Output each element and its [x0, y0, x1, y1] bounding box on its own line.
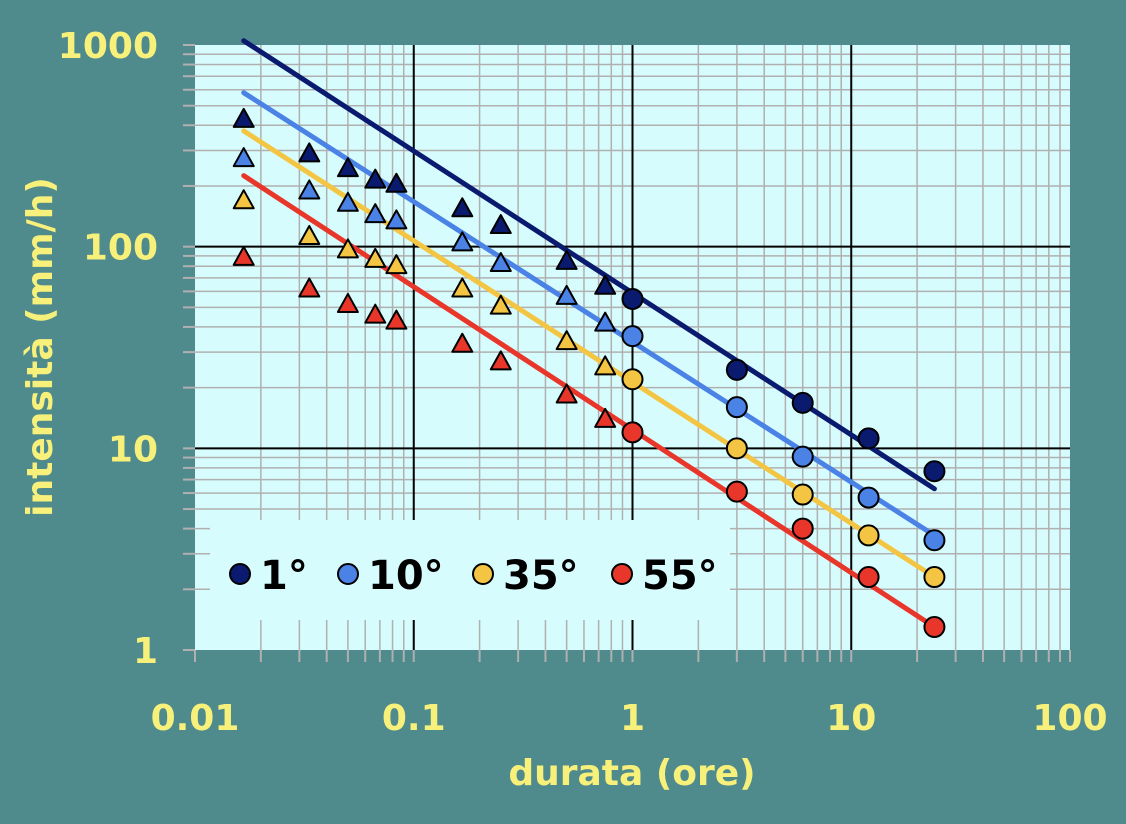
circle-point — [621, 288, 644, 311]
circle-point — [857, 524, 880, 547]
triangle-point — [298, 277, 321, 298]
circle-point — [857, 486, 880, 509]
circle-point — [923, 529, 946, 552]
triangle-point — [298, 224, 321, 245]
circle-point — [725, 358, 748, 381]
circle-point — [621, 368, 644, 391]
circle-point — [791, 445, 814, 468]
y-tick-label: 100 — [83, 228, 158, 269]
triangle-point — [489, 214, 512, 235]
legend-background — [210, 520, 730, 620]
triangle-point — [232, 189, 255, 210]
triangle-point — [385, 254, 408, 275]
triangle-point — [336, 238, 359, 259]
fit-line — [241, 38, 937, 492]
circle-point — [725, 480, 748, 503]
triangle-point — [385, 209, 408, 230]
fit-line — [241, 128, 937, 580]
x-tick-label: 0.1 — [382, 698, 446, 739]
x-tick-label: 1 — [620, 698, 645, 739]
legend-marker — [229, 563, 251, 585]
triangle-point — [489, 294, 512, 315]
data-markers — [232, 107, 946, 639]
axis-ticks: 0.01 0.1 1 10 100 1 10 100 1000 — [58, 26, 1108, 739]
triangle-point — [336, 191, 359, 212]
fit-lines — [241, 38, 937, 630]
legend-label: 35° — [503, 553, 579, 599]
triangle-point — [594, 355, 617, 376]
triangle-point — [451, 332, 474, 353]
triangle-point — [364, 168, 387, 189]
triangle-point — [489, 350, 512, 371]
legend: 1° 10° 35° 55° — [210, 520, 730, 620]
circle-point — [791, 483, 814, 506]
triangle-point — [594, 311, 617, 332]
triangle-point — [232, 245, 255, 266]
circle-point — [725, 437, 748, 460]
y-axis-title: intensità (mm/h) — [20, 177, 61, 517]
circle-point — [791, 517, 814, 540]
triangle-point — [385, 172, 408, 193]
x-tick-label: 0.01 — [151, 698, 240, 739]
triangle-point — [298, 179, 321, 200]
circle-point — [791, 391, 814, 414]
triangle-point — [364, 203, 387, 224]
y-tick-label: 1 — [133, 631, 158, 672]
x-tick-label: 10 — [826, 698, 876, 739]
triangle-point — [555, 330, 578, 351]
triangle-point — [451, 277, 474, 298]
legend-label: 10° — [368, 553, 444, 599]
triangle-point — [451, 231, 474, 252]
legend-marker — [472, 563, 494, 585]
triangle-point — [555, 284, 578, 305]
triangle-point — [555, 249, 578, 270]
triangle-point — [594, 274, 617, 295]
legend-label: 1° — [260, 553, 308, 599]
circle-point — [923, 566, 946, 589]
triangle-point — [555, 383, 578, 404]
fit-line — [241, 90, 937, 538]
y-tick-label: 10 — [108, 429, 158, 470]
circle-point — [621, 421, 644, 444]
triangle-point — [232, 147, 255, 168]
x-axis-title: durata (ore) — [508, 753, 755, 794]
circle-point — [857, 427, 880, 450]
fit-line — [241, 173, 937, 630]
triangle-point — [385, 309, 408, 330]
triangle-point — [364, 303, 387, 324]
legend-marker — [611, 563, 633, 585]
y-tick-label: 1000 — [58, 26, 158, 67]
triangle-point — [451, 197, 474, 218]
circle-point — [725, 396, 748, 419]
circle-point — [923, 460, 946, 483]
legend-label: 55° — [642, 553, 718, 599]
circle-point — [923, 616, 946, 639]
circle-point — [621, 325, 644, 348]
circle-point — [857, 566, 880, 589]
triangle-point — [594, 407, 617, 428]
x-tick-label: 100 — [1032, 698, 1107, 739]
triangle-point — [336, 292, 359, 313]
triangle-point — [489, 251, 512, 272]
legend-marker — [337, 563, 359, 585]
triangle-point — [364, 247, 387, 268]
triangle-point — [336, 157, 359, 178]
triangle-point — [298, 142, 321, 163]
triangle-point — [232, 107, 255, 128]
